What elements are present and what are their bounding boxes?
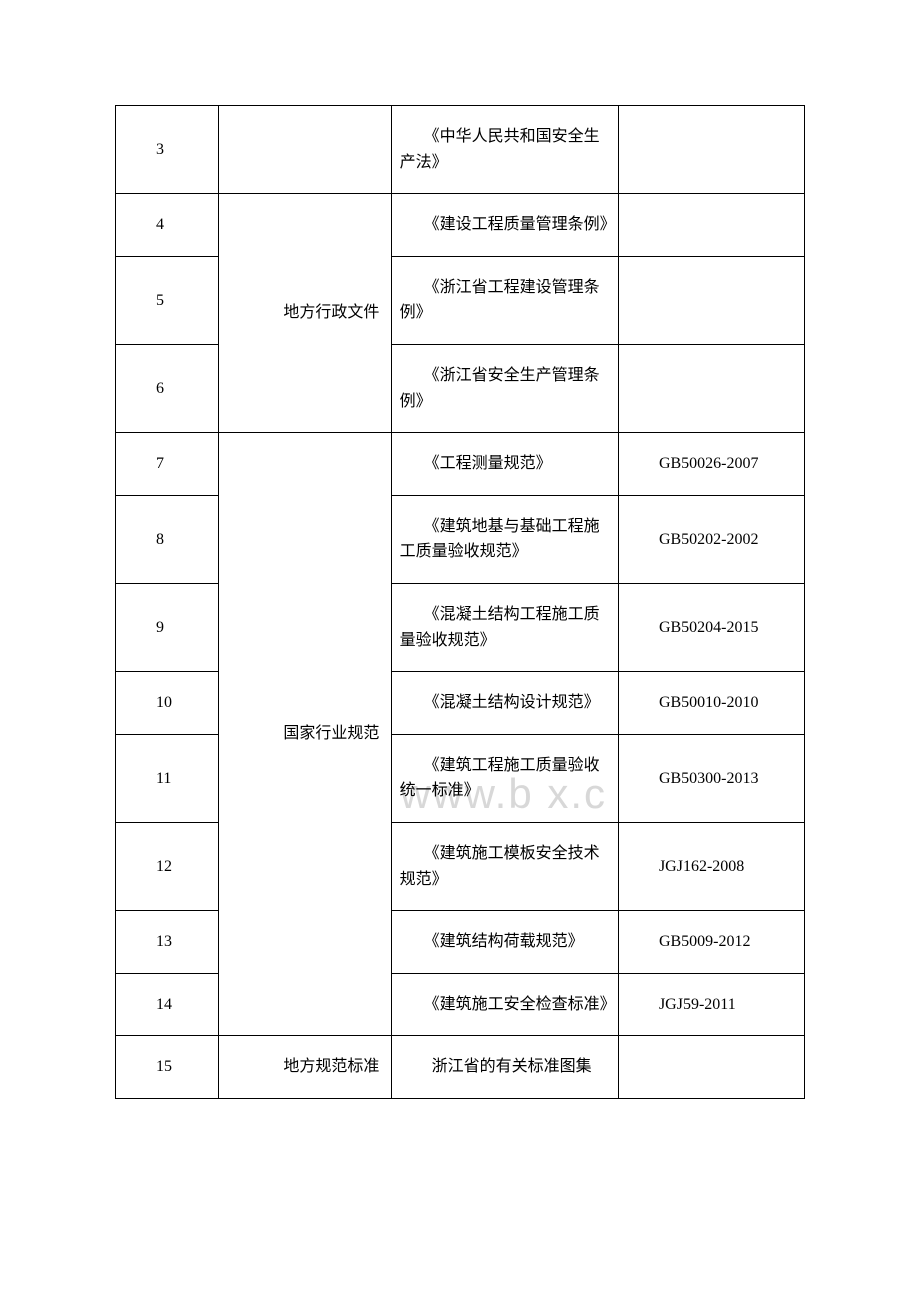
standard-title: 《建筑工程施工质量验收统一标准》 (392, 735, 618, 822)
title-cell: 《建筑工程施工质量验收统一标准》 (391, 734, 618, 822)
standard-code (619, 132, 804, 168)
standards-table: 3 《中华人民共和国安全生产法》4 地方行政文件 《建设工程质量管理条例》5 《… (115, 105, 805, 1099)
title-cell: 《建筑施工安全检查标准》 (391, 973, 618, 1036)
row-number: 10 (116, 672, 218, 734)
row-number-cell: 5 (116, 256, 219, 344)
table-row: 3 《中华人民共和国安全生产法》 (116, 106, 805, 194)
row-number: 14 (116, 974, 218, 1036)
table-body: 3 《中华人民共和国安全生产法》4 地方行政文件 《建设工程质量管理条例》5 《… (116, 106, 805, 1099)
title-cell: 《建筑施工模板安全技术规范》 (391, 822, 618, 910)
code-cell: GB50010-2010 (618, 672, 804, 735)
standard-code (619, 371, 804, 407)
code-cell: JGJ59-2011 (618, 973, 804, 1036)
category-label: 地方行政文件 (219, 282, 390, 344)
code-cell: GB50300-2013 (618, 734, 804, 822)
code-cell: JGJ162-2008 (618, 822, 804, 910)
title-cell: 《建筑地基与基础工程施工质量验收规范》 (391, 495, 618, 583)
code-cell (618, 1036, 804, 1099)
standard-code (619, 207, 804, 243)
title-cell: 《混凝土结构工程施工质量验收规范》 (391, 583, 618, 671)
row-number: 11 (116, 748, 218, 810)
table-container: www.b x.c 3 《中华人民共和国安全生产法》4 地方行政文件 《建设工程… (115, 105, 805, 1099)
standard-code: GB50300-2013 (619, 748, 804, 810)
category-cell: 地方规范标准 (219, 1036, 391, 1099)
category-cell: 国家行业规范 (219, 433, 391, 1036)
row-number: 15 (116, 1036, 218, 1098)
title-cell: 《浙江省安全生产管理条例》 (391, 344, 618, 432)
category-cell (219, 106, 391, 194)
category-label: 国家行业规范 (219, 703, 390, 765)
standard-title: 《浙江省工程建设管理条例》 (392, 257, 618, 344)
category-cell: 地方行政文件 (219, 194, 391, 433)
row-number: 12 (116, 836, 218, 898)
table-row: 7 国家行业规范 《工程测量规范》 GB50026-2007 (116, 433, 805, 496)
table-row: 4 地方行政文件 《建设工程质量管理条例》 (116, 194, 805, 257)
row-number: 7 (116, 433, 218, 495)
standard-code: GB50204-2015 (619, 597, 804, 659)
code-cell: GB50026-2007 (618, 433, 804, 496)
code-cell: GB5009-2012 (618, 911, 804, 974)
title-cell: 《建筑结构荷载规范》 (391, 911, 618, 974)
standard-title: 《建筑结构荷载规范》 (392, 911, 618, 973)
code-cell: GB50204-2015 (618, 583, 804, 671)
row-number: 4 (116, 194, 218, 256)
row-number-cell: 14 (116, 973, 219, 1036)
standard-title: 《混凝土结构设计规范》 (392, 672, 618, 734)
standard-title: 《工程测量规范》 (392, 433, 618, 495)
code-cell (618, 344, 804, 432)
row-number: 13 (116, 911, 218, 973)
row-number-cell: 6 (116, 344, 219, 432)
row-number-cell: 7 (116, 433, 219, 496)
standard-code (619, 1049, 804, 1085)
row-number: 5 (116, 270, 218, 332)
title-cell: 浙江省的有关标准图集 (391, 1036, 618, 1099)
standard-code: GB50010-2010 (619, 672, 804, 734)
standard-title: 《建筑施工安全检查标准》 (392, 974, 618, 1036)
row-number-cell: 9 (116, 583, 219, 671)
code-cell: GB50202-2002 (618, 495, 804, 583)
standard-title: 《建设工程质量管理条例》 (392, 194, 618, 256)
standard-code: JGJ59-2011 (619, 974, 804, 1036)
row-number: 9 (116, 597, 218, 659)
standard-code: GB50202-2002 (619, 509, 804, 571)
standard-title: 浙江省的有关标准图集 (392, 1036, 618, 1098)
standard-title: 《混凝土结构工程施工质量验收规范》 (392, 584, 618, 671)
row-number: 6 (116, 358, 218, 420)
standard-code: GB50026-2007 (619, 433, 804, 495)
row-number-cell: 13 (116, 911, 219, 974)
row-number-cell: 11 (116, 734, 219, 822)
row-number-cell: 8 (116, 495, 219, 583)
title-cell: 《混凝土结构设计规范》 (391, 672, 618, 735)
row-number: 3 (116, 119, 218, 181)
row-number-cell: 15 (116, 1036, 219, 1099)
standard-code: GB5009-2012 (619, 911, 804, 973)
row-number-cell: 10 (116, 672, 219, 735)
code-cell (618, 194, 804, 257)
row-number-cell: 12 (116, 822, 219, 910)
title-cell: 《中华人民共和国安全生产法》 (391, 106, 618, 194)
standard-code: JGJ162-2008 (619, 836, 804, 898)
row-number-cell: 3 (116, 106, 219, 194)
standard-title: 《中华人民共和国安全生产法》 (392, 106, 618, 193)
category-label: 地方规范标准 (219, 1036, 390, 1098)
title-cell: 《浙江省工程建设管理条例》 (391, 256, 618, 344)
standard-title: 《建筑施工模板安全技术规范》 (392, 823, 618, 910)
title-cell: 《工程测量规范》 (391, 433, 618, 496)
row-number: 8 (116, 509, 218, 571)
standard-code (619, 282, 804, 318)
code-cell (618, 106, 804, 194)
standard-title: 《浙江省安全生产管理条例》 (392, 345, 618, 432)
title-cell: 《建设工程质量管理条例》 (391, 194, 618, 257)
code-cell (618, 256, 804, 344)
standard-title: 《建筑地基与基础工程施工质量验收规范》 (392, 496, 618, 583)
row-number-cell: 4 (116, 194, 219, 257)
table-row: 15 地方规范标准 浙江省的有关标准图集 (116, 1036, 805, 1099)
